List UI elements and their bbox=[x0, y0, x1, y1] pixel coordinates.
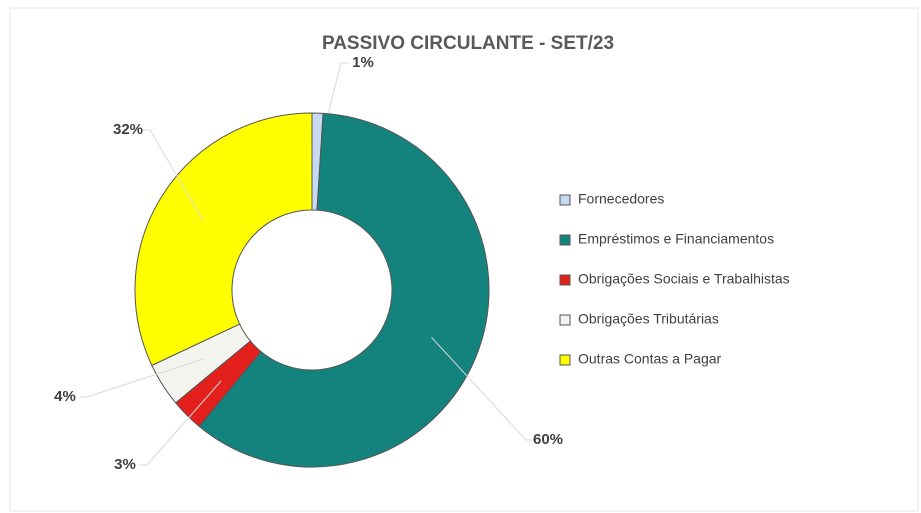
leader-line bbox=[431, 336, 534, 441]
legend-label: Fornecedores bbox=[578, 191, 664, 207]
donut-slice bbox=[198, 112, 490, 468]
leader-line bbox=[79, 358, 204, 398]
leader-line bbox=[139, 380, 222, 466]
value-label: 1% bbox=[352, 54, 374, 71]
legend-swatch bbox=[559, 274, 571, 286]
chart-title: PASSIVO CIRCULANTE - SET/23 bbox=[322, 33, 614, 54]
value-label: 60% bbox=[533, 431, 563, 448]
value-label: 4% bbox=[54, 388, 76, 405]
legend-label: Obrigações Tributárias bbox=[578, 311, 719, 327]
legend-swatch bbox=[559, 234, 571, 246]
legend-swatch bbox=[559, 354, 571, 366]
legend-label: Obrigações Sociais e Trabalhistas bbox=[578, 271, 790, 287]
donut-slice bbox=[134, 112, 313, 367]
legend-swatch bbox=[559, 314, 571, 326]
legend-swatch bbox=[559, 194, 571, 206]
legend-label: Outras Contas a Pagar bbox=[578, 351, 722, 367]
leader-line bbox=[142, 129, 204, 222]
value-label: 3% bbox=[114, 456, 136, 473]
legend-label: Empréstimos e Financiamentos bbox=[578, 231, 774, 247]
value-label: 32% bbox=[113, 121, 143, 138]
